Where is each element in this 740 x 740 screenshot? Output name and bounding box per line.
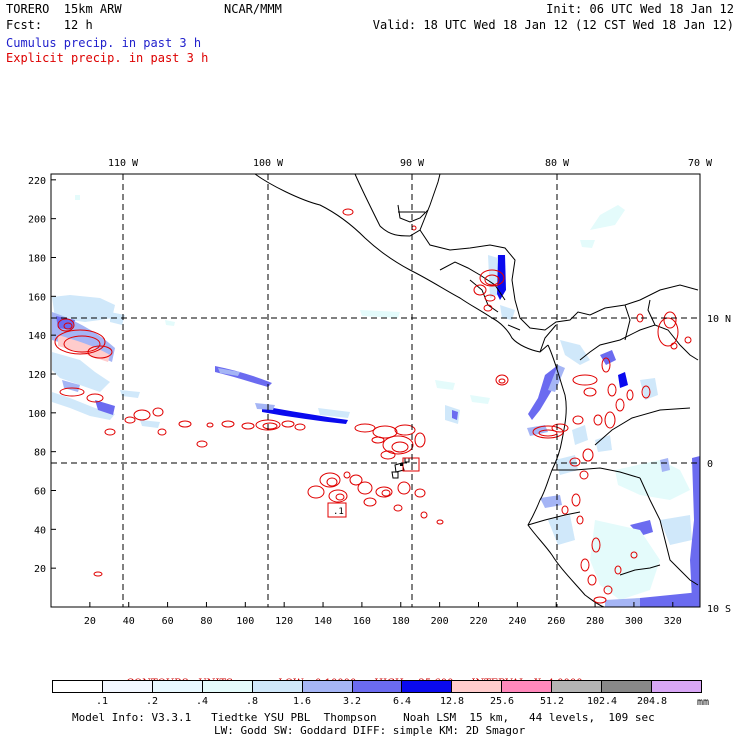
colorbar-swatch: [202, 681, 253, 692]
colorbar-swatch: [452, 681, 503, 692]
colorbar-swatch: [352, 681, 403, 692]
colorbar-label: .8: [245, 696, 259, 707]
model-info-line1: Model Info: V3.3.1 Tiedtke YSU PBL Thomp…: [72, 711, 655, 724]
colorbar-swatch: [652, 681, 701, 692]
galapagos-dot: [400, 463, 403, 466]
y-tick-label: 80: [34, 448, 46, 459]
colorbar-label: 25.6: [489, 696, 515, 707]
lon-label: 100 W: [253, 158, 284, 169]
x-tick-label: 300: [625, 616, 643, 627]
y-tick-label: 120: [28, 370, 46, 381]
lon-label: 70 W: [688, 158, 713, 169]
colorbar-label: 204.8: [636, 696, 668, 707]
land-outlines: [254, 173, 699, 608]
low-marker-box: [327, 502, 347, 518]
colorbar-swatch: [402, 681, 453, 692]
colorbar-labels: .1 .2 .4 .8 1.6 3.2 6.4 12.8 25.6 51.2 102.4 204.8: [52, 696, 702, 708]
colorbar-label: 6.4: [392, 696, 412, 707]
x-tick-label: 260: [547, 616, 565, 627]
x-tick-label: 200: [431, 616, 449, 627]
valid-time: Valid: 18 UTC Wed 18 Jan 12 (12 CST Wed …: [372, 18, 734, 32]
model-info-line2: LW: Godd SW: Goddard DIFF: simple KM: 2D…: [214, 724, 526, 737]
y-tick-label: 140: [28, 331, 46, 342]
plot-frame: [50, 173, 701, 608]
lon-label: 90 W: [400, 158, 425, 169]
colorbar-label: .2: [145, 696, 159, 707]
lat-label: 10 N: [707, 314, 731, 325]
x-tick-label: 80: [200, 616, 212, 627]
x-axis-labels: 20 40 60 80 100 120 140 160 180 200 220 240 260 280 30…: [84, 616, 682, 627]
y-tick-label: 180: [28, 253, 46, 264]
y-tick-label: 60: [34, 486, 46, 497]
x-tick-label: 280: [586, 616, 604, 627]
x-tick-label: 240: [508, 616, 526, 627]
y-tick-label: 200: [28, 215, 46, 226]
colorbar-unit: mm: [697, 697, 710, 708]
x-tick-label: 20: [84, 616, 96, 627]
x-tick-label: 100: [236, 616, 254, 627]
axis-ticks: [51, 179, 674, 607]
colorbar-label: .1: [95, 696, 109, 707]
model-title: TORERO 15km ARW: [6, 2, 122, 16]
x-tick-label: 180: [392, 616, 410, 627]
lon-label: 110 W: [108, 158, 139, 169]
colorbar: [52, 680, 702, 693]
colorbar-label: 3.2: [342, 696, 362, 707]
colorbar-swatch: [53, 681, 103, 692]
lat-label: 0: [707, 459, 713, 470]
colorbar-label: 51.2: [539, 696, 565, 707]
lon-label: 80 W: [545, 158, 570, 169]
x-tick-label: 60: [162, 616, 174, 627]
x-tick-label: 40: [123, 616, 135, 627]
low-marker-label: .1: [333, 507, 344, 517]
colorbar-swatch: [602, 681, 653, 692]
colorbar-swatch: [502, 681, 553, 692]
organization-label: NCAR/MMM: [224, 2, 282, 16]
colorbar-swatch: [102, 681, 153, 692]
y-tick-label: 220: [28, 176, 46, 187]
explicit-legend: Explicit precip. in past 3 h: [6, 51, 209, 65]
y-tick-label: 40: [34, 525, 46, 536]
x-tick-label: 120: [275, 616, 293, 627]
cumulus-legend: Cumulus precip. in past 3 h: [6, 36, 202, 50]
colorbar-label: 102.4: [586, 696, 618, 707]
init-time: Init: 06 UTC Wed 18 Jan 12: [546, 2, 734, 16]
x-tick-label: 160: [353, 616, 371, 627]
colorbar-swatch: [252, 681, 303, 692]
y-axis-labels: 20 40 60 80 100 120 140 160 180 200 220: [28, 176, 46, 575]
y-tick-label: 20: [34, 564, 46, 575]
colorbar-label: 1.6: [292, 696, 312, 707]
forecast-hour: Fcst: 12 h: [6, 18, 93, 32]
lat-lon-grid: [51, 174, 700, 607]
colorbar-label: .4: [195, 696, 209, 707]
y-tick-label: 100: [28, 409, 46, 420]
colorbar-label: 12.8: [439, 696, 465, 707]
lat-label: 10 S: [707, 604, 731, 615]
x-tick-label: 140: [314, 616, 332, 627]
colorbar-swatch: [152, 681, 203, 692]
cumulus-precip-shading: [52, 195, 700, 607]
colorbar-swatch: [552, 681, 603, 692]
y-tick-label: 160: [28, 292, 46, 303]
x-tick-label: 220: [469, 616, 487, 627]
x-tick-label: 320: [664, 616, 682, 627]
colorbar-swatch: [302, 681, 353, 692]
